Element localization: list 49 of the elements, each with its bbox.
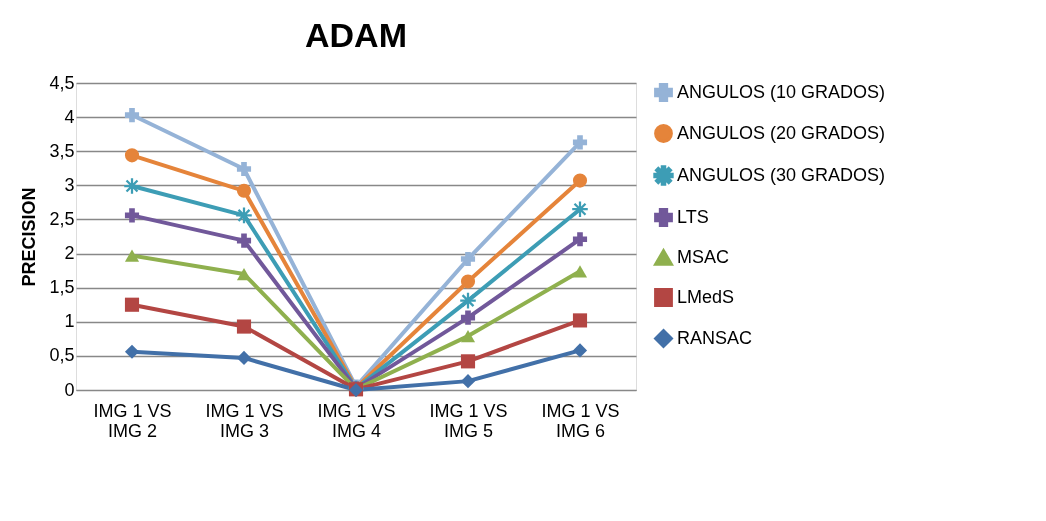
y-tick-label: 1 [64, 311, 75, 332]
point [572, 135, 588, 150]
legend-label: LMedS [677, 286, 735, 307]
point [124, 107, 140, 123]
point [460, 354, 476, 369]
point [572, 343, 588, 358]
point [236, 183, 252, 198]
x-tick-label: IMG 1 VS IMG 6 [541, 400, 620, 441]
y-tick-label: 3,5 [49, 140, 75, 161]
point [236, 350, 252, 366]
point [572, 173, 588, 188]
y-tick-label: 2 [64, 243, 75, 264]
legend-label: MSAC [677, 246, 730, 267]
y-tick-label: 4,5 [49, 72, 75, 93]
point [460, 251, 476, 267]
x-tick-label: IMG 1 VS IMG 3 [205, 400, 284, 441]
point [124, 344, 140, 359]
point [236, 267, 252, 281]
x-tick-label: IMG 1 VS IMG 2 [93, 400, 172, 441]
point [124, 249, 140, 262]
point [236, 161, 252, 177]
point [124, 297, 140, 312]
point [236, 319, 252, 334]
legend-label: ANGULOS (30 GRADOS) [677, 164, 886, 185]
y-tick-label: 2,5 [49, 208, 75, 229]
point [460, 310, 476, 325]
point [124, 148, 140, 163]
legend-label: ANGULOS (10 GRADOS) [677, 81, 886, 102]
x-tick-label: IMG 1 VS IMG 4 [317, 400, 396, 441]
point [460, 374, 476, 389]
point [572, 265, 588, 278]
y-axis-title: PRECISION [19, 187, 40, 287]
point [572, 313, 588, 328]
point [572, 232, 588, 247]
legend-label: RANSAC [677, 327, 753, 348]
legend-label: ANGULOS (20 GRADOS) [677, 122, 886, 143]
y-tick-label: 0 [64, 379, 75, 400]
y-tick-label: 4 [64, 106, 75, 127]
y-tick-label: 3 [64, 174, 75, 195]
y-tick-label: 1,5 [49, 277, 75, 298]
y-tick-label: 0,5 [49, 345, 75, 366]
chart-title: ADAM [305, 16, 407, 54]
x-tick-label: IMG 1 VS IMG 5 [429, 400, 508, 441]
point [236, 233, 252, 248]
point [460, 329, 476, 343]
point [460, 292, 476, 309]
point [124, 208, 140, 223]
point [460, 274, 476, 289]
legend-label: LTS [677, 206, 709, 227]
